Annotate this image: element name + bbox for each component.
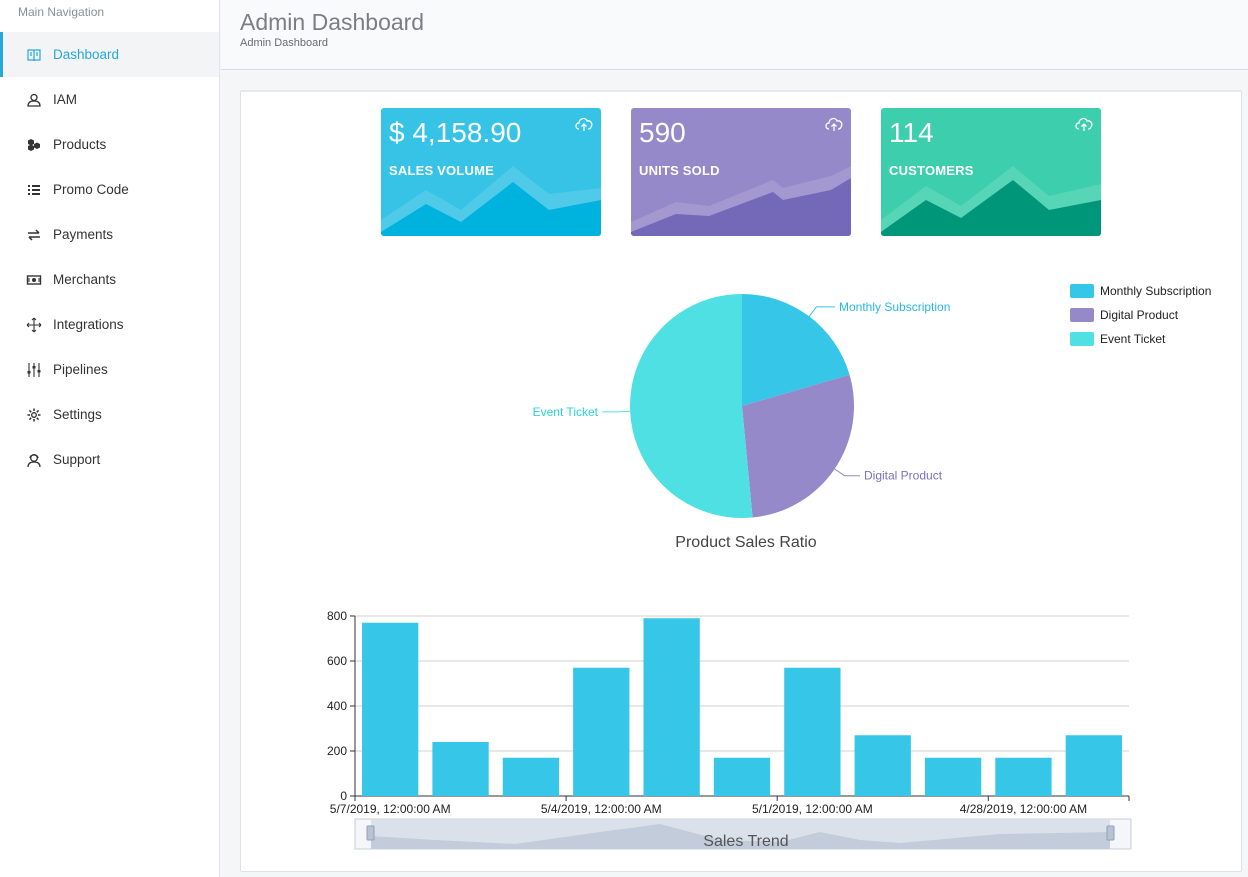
sliders-icon — [26, 362, 42, 378]
x-tick-label: 4/28/2019, 12:00:00 AM — [960, 802, 1087, 816]
sidebar-item-promo-code[interactable]: Promo Code — [0, 167, 219, 212]
exchange-icon — [26, 227, 42, 243]
arrows-icon — [26, 317, 42, 333]
customers-label: CUSTOMERS — [889, 163, 974, 178]
zoom-handle-right[interactable] — [1106, 825, 1115, 841]
page-title: Admin Dashboard — [240, 9, 425, 35]
pie-slice-monthly-subscription[interactable] — [742, 294, 850, 406]
customers-card[interactable]: 114 CUSTOMERS — [881, 108, 1101, 236]
customers-value: 114 — [889, 117, 934, 148]
pie-slice-event-ticket[interactable] — [630, 294, 753, 518]
page-header: Admin Dashboard Admin Dashboard — [221, 0, 1248, 70]
legend-swatch — [1070, 284, 1094, 298]
pie-label: Event Ticket — [533, 405, 599, 419]
pie-label: Monthly Subscription — [839, 300, 950, 314]
legend-item-digital-product[interactable]: Digital Product — [1070, 303, 1211, 327]
bar[interactable] — [854, 735, 911, 796]
bar[interactable] — [1065, 735, 1122, 796]
sidebar-item-support[interactable]: Support — [0, 437, 219, 482]
legend-label: Digital Product — [1100, 308, 1179, 322]
legend-label: Monthly Subscription — [1100, 284, 1212, 298]
y-tick-label: 0 — [340, 789, 347, 803]
sidebar-item-products[interactable]: Products — [0, 122, 219, 167]
bar[interactable] — [432, 742, 489, 796]
sidebar-item-label: Support — [53, 452, 101, 467]
bar[interactable] — [502, 757, 560, 796]
units-sold-value: 590 — [639, 117, 686, 148]
sidebar: Main Navigation Dashboard IAM Products Prom… — [0, 0, 220, 877]
sidebar-item-label: Settings — [53, 407, 102, 422]
sidebar-item-label: IAM — [53, 92, 78, 107]
bar[interactable] — [362, 622, 419, 796]
bar[interactable] — [643, 618, 700, 796]
sales-trend-bar-chart: 0 200 400 600 800 5/7/2019, 12:00:00 AM 5/4/2… — [327, 609, 1132, 850]
x-tick-label: 5/1/2019, 12:00:00 AM — [752, 802, 873, 816]
bar[interactable] — [784, 667, 841, 796]
units-sold-label: UNITS SOLD — [639, 163, 720, 178]
support-icon — [26, 452, 42, 468]
sidebar-item-pipelines[interactable]: Pipelines — [0, 347, 219, 392]
money-icon — [26, 272, 42, 288]
zoom-slider[interactable]: Sales Trend — [354, 818, 1132, 850]
y-tick-label: 600 — [327, 654, 347, 668]
bar[interactable] — [573, 667, 630, 796]
pie-leader-line — [834, 468, 860, 477]
legend-item-monthly-subscription[interactable]: Monthly Subscription — [1070, 279, 1211, 303]
zoom-handle-left[interactable] — [366, 825, 375, 841]
legend-swatch — [1070, 308, 1094, 322]
pie-chart-title: Product Sales Ratio — [675, 534, 817, 551]
sidebar-item-dashboard[interactable]: Dashboard — [0, 32, 219, 77]
cubes-icon — [26, 137, 42, 153]
legend-swatch — [1070, 332, 1094, 346]
sales-volume-value: $ 4,158.90 — [389, 117, 522, 148]
units-sold-card[interactable]: 590 UNITS SOLD — [631, 108, 851, 236]
pie-leader-line — [808, 306, 835, 317]
sidebar-item-iam[interactable]: IAM — [0, 77, 219, 122]
y-tick-label: 200 — [327, 744, 347, 758]
cloud-upload-icon[interactable] — [824, 115, 844, 133]
sidebar-item-label: Dashboard — [53, 47, 120, 62]
units-sold-sparkline — [631, 166, 851, 236]
sidebar-item-label: Products — [53, 137, 107, 152]
sidebar-title: Main Navigation — [18, 5, 105, 19]
pie-slice-digital-product[interactable] — [742, 374, 854, 518]
product-sales-pie-chart: Monthly Subscription Digital Product Event… — [533, 294, 950, 551]
sidebar-item-integrations[interactable]: Integrations — [0, 302, 219, 347]
bar[interactable] — [924, 757, 982, 796]
sidebar-item-payments[interactable]: Payments — [0, 212, 219, 257]
x-tick-label: 5/7/2019, 12:00:00 AM — [330, 802, 451, 816]
sidebar-item-label: Merchants — [53, 272, 117, 287]
user-icon — [26, 92, 42, 108]
cloud-upload-icon[interactable] — [574, 115, 594, 133]
pie-legend: Monthly Subscription Digital Product Event… — [1070, 279, 1211, 351]
pie-leader-line — [602, 410, 631, 413]
bar[interactable] — [713, 757, 771, 796]
sales-volume-card[interactable]: $ 4,158.90 SALES VOLUME — [381, 108, 601, 236]
book-icon — [26, 47, 42, 63]
sidebar-item-label: Promo Code — [53, 182, 129, 197]
cloud-upload-icon[interactable] — [1074, 115, 1094, 133]
legend-item-event-ticket[interactable]: Event Ticket — [1070, 327, 1211, 351]
list-icon — [26, 182, 42, 198]
pie-label: Digital Product — [864, 469, 943, 483]
sidebar-item-label: Integrations — [53, 317, 124, 332]
sidebar-item-merchants[interactable]: Merchants — [0, 257, 219, 302]
breadcrumb: Admin Dashboard — [240, 37, 329, 49]
sales-volume-label: SALES VOLUME — [389, 163, 494, 178]
sidebar-item-label: Payments — [53, 227, 114, 242]
legend-label: Event Ticket — [1100, 332, 1166, 346]
sidebar-item-label: Pipelines — [53, 362, 108, 377]
x-tick-label: 5/4/2019, 12:00:00 AM — [541, 802, 662, 816]
y-tick-label: 800 — [327, 609, 347, 623]
sidebar-item-settings[interactable]: Settings — [0, 392, 219, 437]
customers-sparkline — [881, 166, 1101, 236]
y-tick-label: 400 — [327, 699, 347, 713]
bar[interactable] — [995, 757, 1052, 796]
bar-chart-title: Sales Trend — [703, 833, 788, 850]
sidebar-nav: Dashboard IAM Products Promo Code Payments Me… — [0, 32, 219, 482]
gear-icon — [26, 407, 42, 423]
sales-volume-sparkline — [381, 166, 601, 236]
